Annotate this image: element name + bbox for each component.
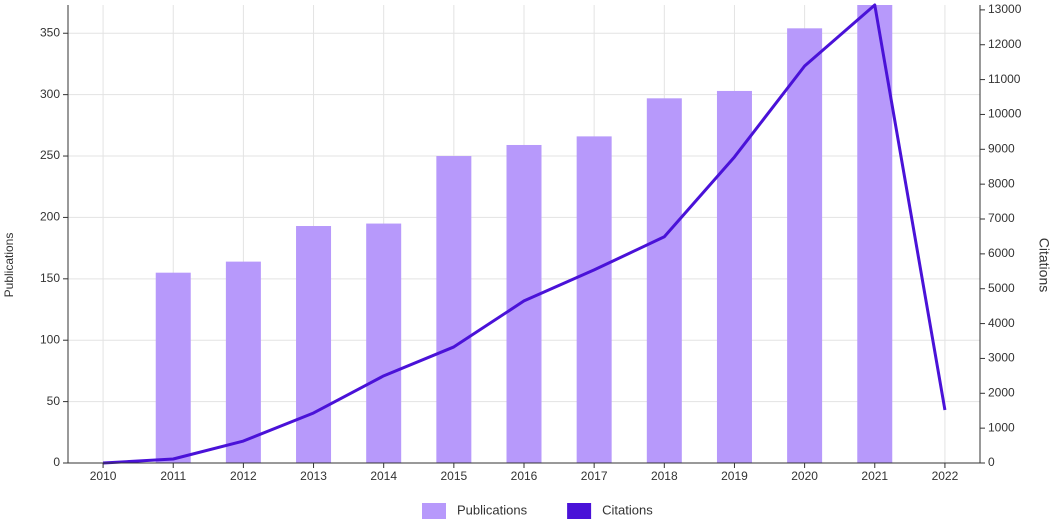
y2-tick-label: 7000 xyxy=(988,211,1015,225)
legend-swatch xyxy=(567,503,592,519)
x-tick-label: 2018 xyxy=(651,469,678,483)
legend-label: Citations xyxy=(602,502,653,517)
bar xyxy=(225,261,261,463)
x-tick-label: 2014 xyxy=(370,469,397,483)
y2-axis-title: Citations xyxy=(1036,238,1052,292)
y2-tick-label: 9000 xyxy=(988,141,1015,155)
y2-tick-label: 1000 xyxy=(988,420,1015,434)
x-tick-label: 2010 xyxy=(90,469,117,483)
y2-tick-label: 10000 xyxy=(988,107,1022,121)
x-tick-label: 2019 xyxy=(721,469,748,483)
y-tick-label: 0 xyxy=(53,455,60,469)
y-tick-label: 50 xyxy=(47,394,61,408)
bar xyxy=(646,98,682,464)
x-tick-label: 2011 xyxy=(160,469,186,483)
x-tick-label: 2016 xyxy=(511,469,538,483)
bar xyxy=(857,5,893,463)
y-tick-label: 250 xyxy=(40,148,60,162)
y2-tick-label: 6000 xyxy=(988,246,1015,260)
x-tick-label: 2013 xyxy=(300,469,327,483)
bar xyxy=(296,226,332,463)
y2-tick-label: 2000 xyxy=(988,385,1015,399)
y2-tick-label: 8000 xyxy=(988,176,1015,190)
y2-tick-label: 4000 xyxy=(988,316,1015,330)
y-axis-title: Publications xyxy=(2,233,16,298)
y2-tick-label: 13000 xyxy=(988,2,1022,16)
x-tick-label: 2017 xyxy=(581,469,608,483)
y2-tick-label: 5000 xyxy=(988,281,1015,295)
y-tick-label: 100 xyxy=(40,332,60,346)
x-tick-label: 2022 xyxy=(932,469,959,483)
y2-tick-label: 11000 xyxy=(988,72,1021,86)
x-tick-label: 2015 xyxy=(440,469,467,483)
y2-tick-label: 0 xyxy=(988,455,995,469)
line xyxy=(102,3,947,465)
bar xyxy=(366,223,402,463)
bar xyxy=(506,144,542,463)
bar xyxy=(155,272,191,463)
bar xyxy=(716,90,752,463)
bar xyxy=(436,156,472,464)
legend-label: Publications xyxy=(457,502,528,517)
legend-swatch xyxy=(422,503,446,519)
y-tick-label: 350 xyxy=(40,25,60,39)
y2-tick-label: 3000 xyxy=(988,351,1015,365)
y-tick-label: 300 xyxy=(40,87,60,101)
bar xyxy=(787,28,823,463)
y-tick-label: 150 xyxy=(40,271,60,285)
y2-tick-label: 12000 xyxy=(988,37,1022,51)
bar xyxy=(576,136,612,464)
x-tick-label: 2021 xyxy=(861,469,888,483)
x-tick-label: 2012 xyxy=(230,469,257,483)
x-tick-label: 2020 xyxy=(791,469,818,483)
y-tick-label: 200 xyxy=(40,210,60,224)
